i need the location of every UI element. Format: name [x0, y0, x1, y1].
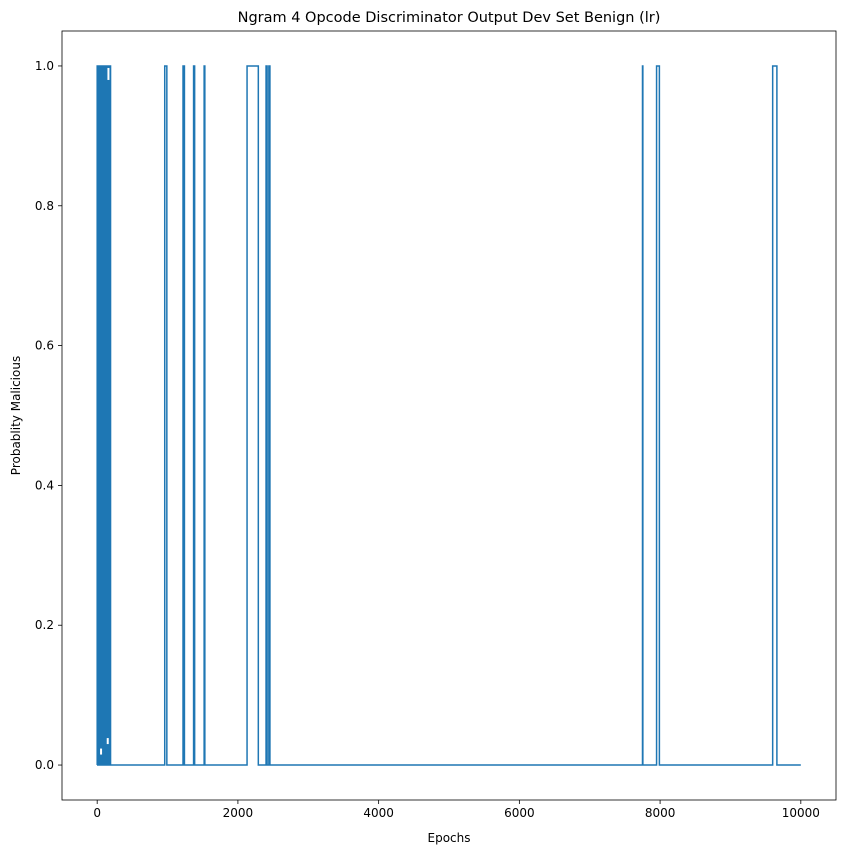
- x-tick-label: 2000: [223, 806, 254, 820]
- y-tick-label: 0.4: [35, 478, 54, 492]
- dense-block-notch: [107, 67, 110, 80]
- x-tick-label: 4000: [363, 806, 394, 820]
- x-tick-label: 8000: [645, 806, 676, 820]
- y-axis-label: Probablity Malicious: [9, 356, 23, 475]
- dense-oscillation-block: [97, 65, 111, 766]
- x-axis-label: Epochs: [428, 831, 471, 845]
- x-tick-label: 0: [93, 806, 101, 820]
- axes-frame: [61, 30, 837, 801]
- x-tick-label: 6000: [504, 806, 535, 820]
- dense-block-notch: [100, 748, 103, 755]
- chart-title: Ngram 4 Opcode Discriminator Output Dev …: [238, 10, 661, 26]
- data-line-series: [96, 65, 801, 766]
- y-tick-label: 0.6: [35, 339, 54, 353]
- x-tick-label: 10000: [782, 806, 820, 820]
- y-tick-label: 0.0: [35, 758, 54, 772]
- plot-area: 0 2000 4000 6000 8000 10000 0.0 0.2 0.4 0.6 0.8 1.0: [35, 30, 837, 820]
- dense-block-notch: [106, 738, 109, 745]
- y-tick-label: 1.0: [35, 59, 54, 73]
- y-tick-label: 0.2: [35, 618, 54, 632]
- y-tick-label: 0.8: [35, 199, 54, 213]
